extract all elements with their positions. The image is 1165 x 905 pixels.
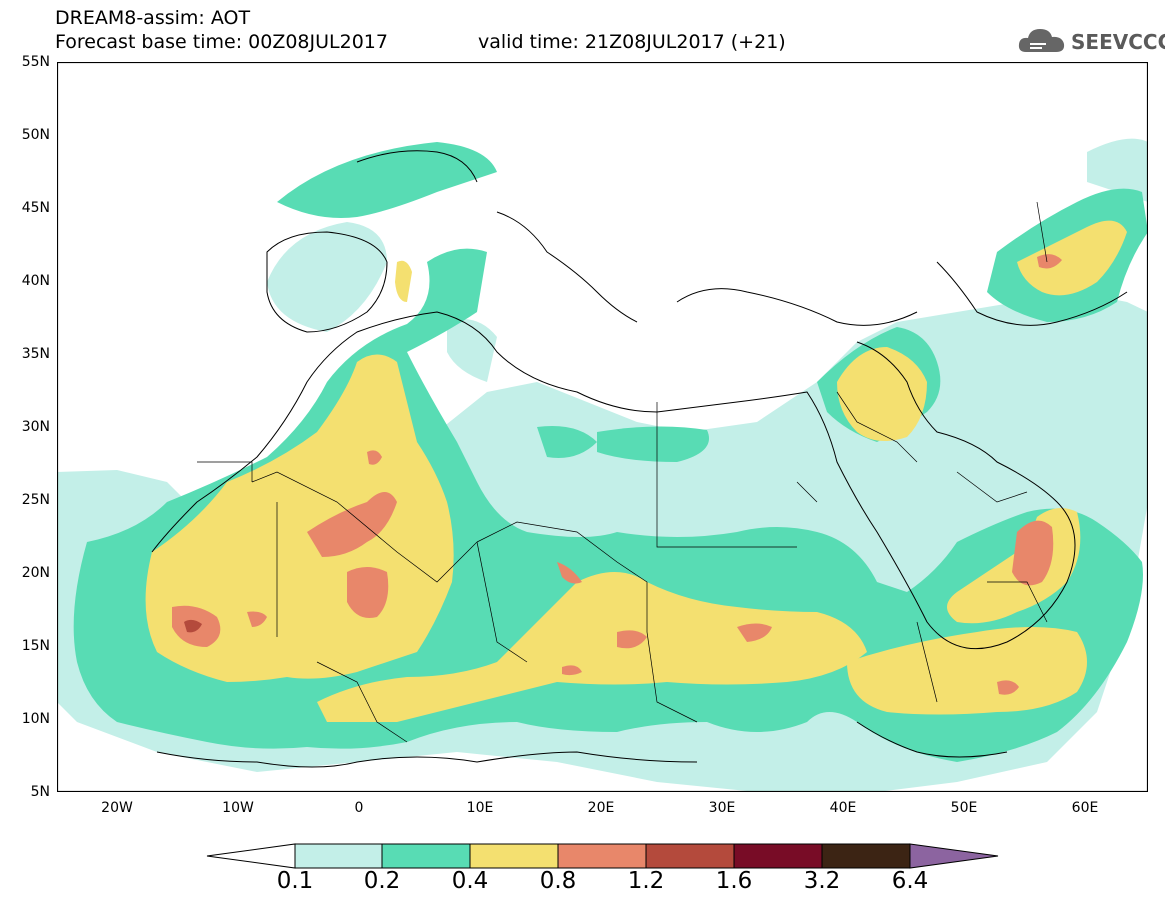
coastlines — [151, 150, 1128, 768]
cloud-icon — [1018, 29, 1065, 52]
colorbar-segment-0.2 — [381, 843, 471, 869]
lat-label-55n: 55N — [21, 54, 50, 70]
colorbar-segment-1.6 — [733, 843, 823, 869]
lat-label-40n: 40N — [21, 273, 50, 289]
valid-time: valid time: 21Z08JUL2017 (+21) — [478, 31, 786, 53]
colorbar-segment-0.4 — [469, 843, 559, 869]
lon-label-30e: 30E — [708, 800, 736, 816]
lon-label-20w: 20W — [101, 800, 133, 816]
forecast-base-time: Forecast base time: 00Z08JUL2017 — [55, 31, 388, 53]
lon-label-50e: 50E — [950, 800, 978, 816]
aot-band-1.2-1.6 — [184, 619, 202, 633]
lon-label-0: 0 — [354, 800, 364, 816]
lat-label-50n: 50N — [21, 127, 50, 143]
lon-label-20e: 20E — [587, 800, 615, 816]
colorbar-label-1.6: 1.6 — [715, 868, 753, 894]
colorbar-segment-below — [206, 843, 296, 869]
colorbar-segment-above — [909, 843, 999, 869]
colorbar-segment-3.2 — [821, 843, 911, 869]
colorbar-segment-0.1 — [294, 843, 383, 869]
lat-label-10n: 10N — [21, 711, 50, 727]
lat-label-30n: 30N — [21, 419, 50, 435]
borders — [197, 201, 1048, 743]
colorbar-segment-1.2 — [645, 843, 735, 869]
logo-label: SEEVCCC — [1071, 30, 1165, 54]
colorbar-label-0.1: 0.1 — [276, 868, 314, 894]
lat-label-5n: 5N — [30, 784, 50, 800]
lon-label-10w: 10W — [222, 800, 254, 816]
seevccc-logo: SEEVCCC — [1016, 22, 1165, 62]
lon-label-60e: 60E — [1071, 800, 1099, 816]
lat-label-15n: 15N — [21, 638, 50, 654]
lon-label-10e: 10E — [466, 800, 494, 816]
chart-title: DREAM8-assim: AOT — [55, 7, 251, 29]
colorbar — [206, 843, 999, 869]
lat-label-20n: 20N — [21, 565, 50, 581]
lon-label-40e: 40E — [829, 800, 857, 816]
colorbar-label-0.2: 0.2 — [363, 868, 401, 894]
aot-map — [57, 62, 1148, 792]
lat-label-25n: 25N — [21, 492, 50, 508]
colorbar-label-6.4: 6.4 — [891, 868, 929, 894]
colorbar-label-1.2: 1.2 — [627, 868, 665, 894]
colorbar-label-3.2: 3.2 — [803, 868, 841, 894]
lat-label-35n: 35N — [21, 346, 50, 362]
colorbar-label-0.8: 0.8 — [539, 868, 577, 894]
colorbar-label-0.4: 0.4 — [451, 868, 489, 894]
colorbar-segment-0.8 — [557, 843, 647, 869]
lat-label-45n: 45N — [21, 200, 50, 216]
